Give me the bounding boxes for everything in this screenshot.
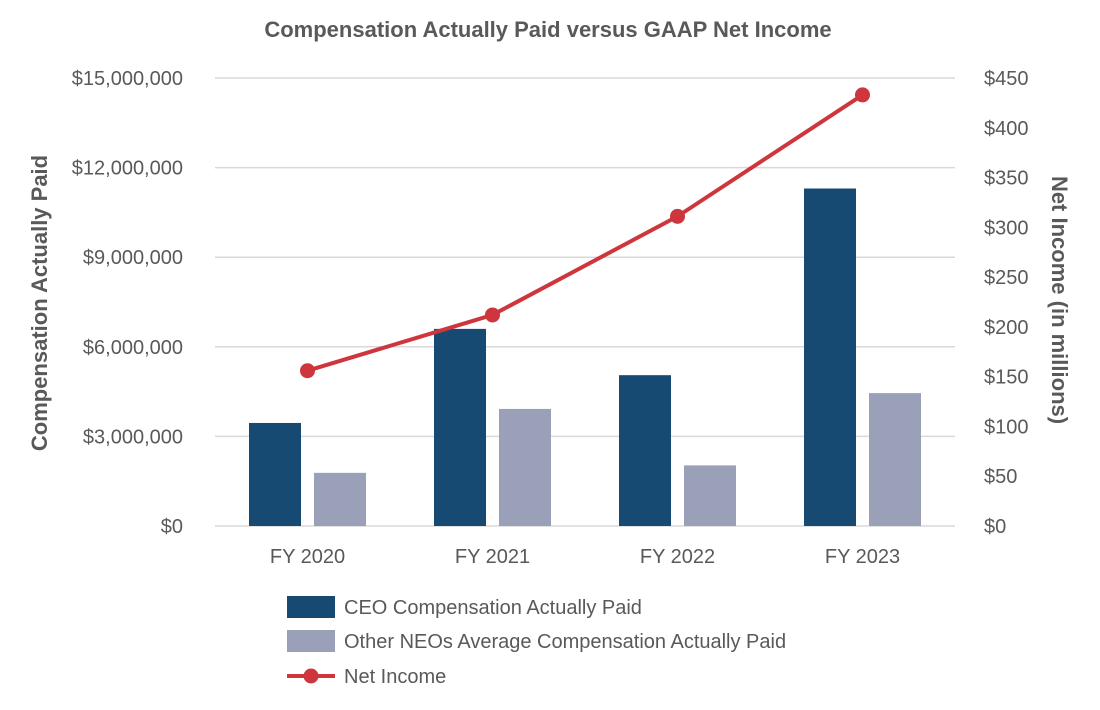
ceo-cap-bar	[619, 375, 671, 526]
legend-swatch-neo	[287, 630, 335, 652]
legend-swatch-ceo	[287, 596, 335, 618]
neo-avg-cap-bar	[314, 472, 366, 526]
right-tick-label: $350	[984, 168, 1029, 190]
left-tick-label: $12,000,000	[72, 158, 183, 180]
net-income-line	[306, 93, 864, 373]
category-labels: FY 2020 FY 2021 FY 2022 FY 2023	[270, 546, 900, 568]
chart-title: Compensation Actually Paid versus GAAP N…	[264, 17, 831, 42]
left-axis-title: Compensation Actually Paid	[27, 155, 52, 451]
right-tick-label: $250	[984, 267, 1029, 289]
right-tick-label: $200	[984, 317, 1029, 339]
legend-label: CEO Compensation Actually Paid	[344, 597, 642, 619]
legend-label: Net Income	[344, 666, 446, 688]
legend: CEO Compensation Actually Paid Other NEOs…	[287, 596, 786, 688]
right-axis-ticks: $0 $50 $100 $150 $200 $250 $300 $350 $400 $450	[984, 68, 1029, 538]
ceo-cap-bar	[804, 188, 856, 527]
left-tick-label: $9,000,000	[83, 247, 183, 269]
category-label: FY 2020	[270, 546, 345, 568]
ceo-cap-bar	[434, 328, 486, 526]
bars	[249, 188, 921, 527]
left-tick-label: $15,000,000	[72, 68, 183, 90]
net-income-point	[855, 87, 870, 103]
left-axis-ticks: $0 $3,000,000 $6,000,000 $9,000,000 $12,000,…	[72, 68, 183, 538]
right-tick-label: $100	[984, 416, 1029, 438]
right-tick-label: $300	[984, 217, 1029, 239]
net-income-point	[670, 208, 685, 224]
net-income-line-group	[300, 87, 870, 379]
left-tick-label: $3,000,000	[83, 426, 183, 448]
neo-avg-cap-bar	[684, 465, 736, 526]
right-tick-label: $400	[984, 118, 1029, 140]
right-axis-title: Net Income (in millions)	[1047, 176, 1072, 424]
neo-avg-cap-bar	[499, 408, 551, 526]
right-tick-label: $0	[984, 516, 1006, 538]
category-label: FY 2021	[455, 546, 530, 568]
legend-swatch-net-income-marker	[303, 668, 319, 684]
right-tick-label: $150	[984, 367, 1029, 389]
right-tick-label: $450	[984, 68, 1029, 90]
category-label: FY 2022	[640, 546, 715, 568]
left-tick-label: $0	[161, 516, 183, 538]
ceo-cap-bar	[249, 422, 301, 526]
net-income-point	[300, 363, 315, 379]
left-tick-label: $6,000,000	[83, 337, 183, 359]
neo-avg-cap-bar	[869, 393, 921, 526]
net-income-point	[485, 307, 500, 323]
category-label: FY 2023	[825, 546, 900, 568]
right-tick-label: $50	[984, 466, 1017, 488]
legend-label: Other NEOs Average Compensation Actually…	[344, 631, 786, 653]
